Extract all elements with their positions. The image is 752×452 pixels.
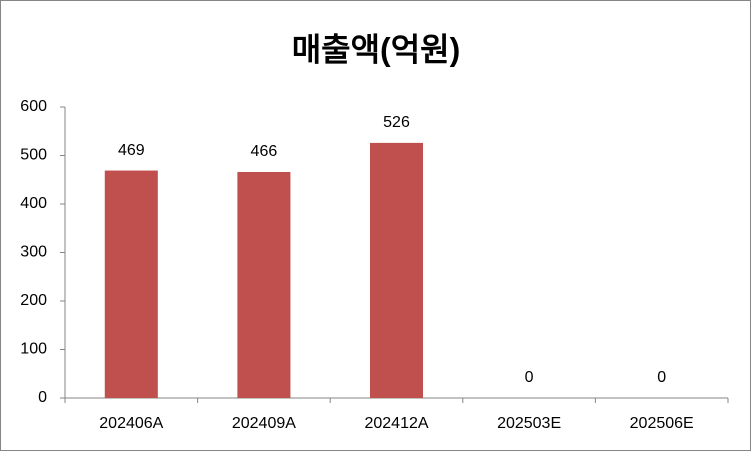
data-label: 469 <box>118 142 145 159</box>
y-tick-label: 0 <box>38 389 47 406</box>
y-tick-label: 600 <box>20 98 47 115</box>
y-tick-label: 200 <box>20 292 47 309</box>
data-label: 466 <box>251 143 278 160</box>
y-tick-label: 100 <box>20 341 47 358</box>
y-tick-label: 500 <box>20 147 47 164</box>
x-tick-label: 202506E <box>630 415 694 432</box>
bar <box>369 142 424 398</box>
x-tick-label: 202406A <box>99 415 163 432</box>
data-label: 0 <box>525 369 534 386</box>
x-tick-label: 202503E <box>497 415 561 432</box>
chart-title: 매출액(억원) <box>292 31 461 67</box>
x-tick-label: 202412A <box>364 415 428 432</box>
x-tick-label: 202409A <box>232 415 296 432</box>
y-tick-label: 400 <box>20 195 47 212</box>
y-tick-label: 300 <box>20 244 47 261</box>
bar <box>104 170 158 398</box>
data-label: 526 <box>383 114 410 131</box>
bar <box>237 171 291 398</box>
data-label: 0 <box>657 369 666 386</box>
